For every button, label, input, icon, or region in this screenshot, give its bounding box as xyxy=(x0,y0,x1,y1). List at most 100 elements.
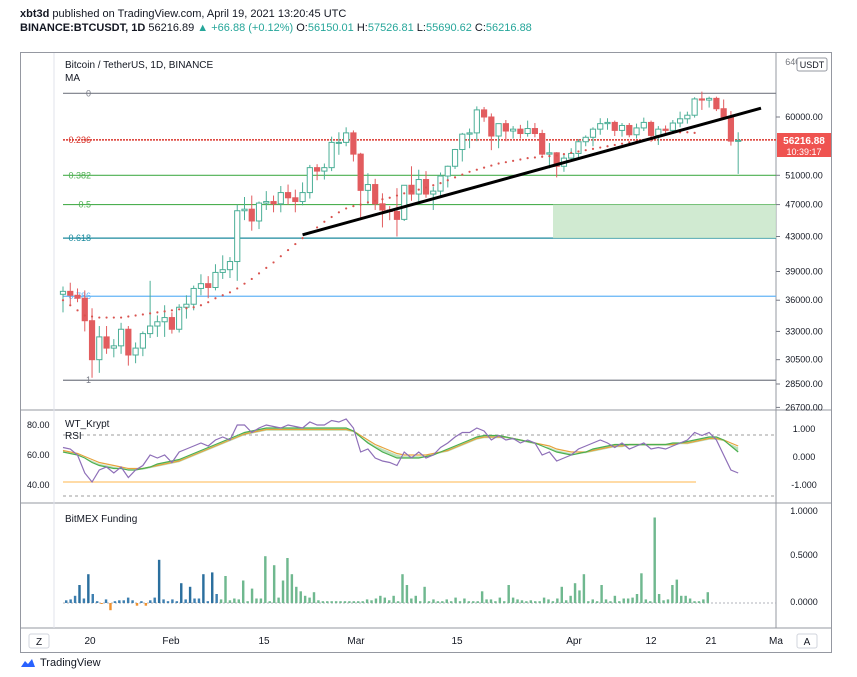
ma-point-11 xyxy=(141,313,144,316)
wt-title[interactable]: WT_Krypt xyxy=(65,419,110,430)
funding-bar-30 xyxy=(197,598,201,603)
funding-bar-117 xyxy=(582,574,586,603)
funding-bar-139 xyxy=(680,595,683,603)
price-tick-label-3: 43000.00 xyxy=(785,231,823,241)
funding-bar-4 xyxy=(82,598,86,603)
wt-right-tick-0: 1.000 xyxy=(793,424,816,434)
candle-body-11 xyxy=(139,333,146,349)
time-axis[interactable]: 20 Feb 15 Mar 15 Apr 12 21 Ma xyxy=(84,636,783,647)
candle-body-13 xyxy=(154,321,161,327)
ma-point-54 xyxy=(453,176,457,179)
funding-bar-128 xyxy=(631,597,634,603)
price-tag xyxy=(777,133,831,157)
candle-body-60 xyxy=(495,123,502,137)
funding-bar-135 xyxy=(662,600,665,603)
funding-bar-94 xyxy=(480,591,484,603)
ma-point-58 xyxy=(482,166,486,169)
funding-tick-2: 0.0000 xyxy=(790,597,818,607)
candle-body-1 xyxy=(67,290,74,296)
funding-bar-80 xyxy=(418,601,422,603)
candle-body-70 xyxy=(568,152,575,159)
ma-indicator-label[interactable]: MA xyxy=(65,73,80,84)
candle-body-93 xyxy=(735,139,742,142)
bitmex-funding-pane[interactable]: 1.0000 0.5000 0.0000 xyxy=(63,506,818,611)
candle-body-46 xyxy=(393,211,401,220)
candle-body-20 xyxy=(205,283,212,288)
candle-body-47 xyxy=(401,184,408,220)
funding-bar-54 xyxy=(303,595,307,603)
ma-point-29 xyxy=(272,261,275,264)
candle-body-92 xyxy=(727,116,735,142)
funding-bar-87 xyxy=(449,601,453,603)
funding-bar-63 xyxy=(343,601,347,603)
candle-body-71 xyxy=(575,141,582,154)
zoom-button[interactable] xyxy=(28,633,50,649)
candle-body-72 xyxy=(582,136,589,143)
support-zone[interactable] xyxy=(553,204,776,239)
price-tick-label-0: 60000.00 xyxy=(785,112,823,122)
funding-bar-25 xyxy=(175,601,179,603)
funding-bar-77 xyxy=(405,585,409,603)
ma-point-6 xyxy=(105,316,108,319)
funding-bar-46 xyxy=(268,601,271,603)
funding-bar-32 xyxy=(206,601,210,603)
ma-point-45 xyxy=(388,196,391,199)
price-axis[interactable]: 60000.00 51000.00 47000.00 43000.00 39000.00… xyxy=(776,57,823,412)
ma-point-77 xyxy=(620,142,624,145)
funding-bar-49 xyxy=(281,580,285,603)
funding-title[interactable]: BitMEX Funding xyxy=(65,514,137,525)
funding-bar-60 xyxy=(330,601,333,603)
funding-bar-21 xyxy=(157,559,161,603)
auto-scale-button[interactable] xyxy=(796,633,818,649)
funding-bar-62 xyxy=(339,601,342,603)
ma-point-74 xyxy=(599,146,602,149)
funding-bar-119 xyxy=(591,599,594,603)
ma-point-30 xyxy=(279,255,282,258)
candle-body-80 xyxy=(640,121,647,129)
ma-point-72 xyxy=(584,149,587,152)
funding-bar-122 xyxy=(604,599,608,603)
ma-point-24 xyxy=(236,287,239,290)
funding-bar-52 xyxy=(295,586,298,603)
wt-left-tick-2: 40.00 xyxy=(27,480,50,490)
ma-point-33 xyxy=(301,237,304,240)
funding-bar-104 xyxy=(525,601,528,603)
trend-line[interactable] xyxy=(302,106,762,237)
tradingview-footer[interactable]: TradingView xyxy=(20,657,101,669)
funding-bar-14 xyxy=(126,597,130,603)
ma-point-3 xyxy=(83,314,86,317)
candle-body-39 xyxy=(343,132,350,143)
ma-point-50 xyxy=(424,186,428,189)
countdown: 10:39:17 xyxy=(786,147,821,157)
rsi-label[interactable]: RSI xyxy=(65,431,82,442)
ma-point-16 xyxy=(178,308,181,311)
funding-bar-15 xyxy=(131,600,134,603)
funding-bar-83 xyxy=(432,599,435,603)
candle-body-34 xyxy=(306,167,313,194)
funding-bar-23 xyxy=(166,601,170,603)
ma-point-52 xyxy=(439,182,442,185)
ma-point-4 xyxy=(90,315,94,318)
wt-right-tick-2: -1.000 xyxy=(791,480,817,490)
funding-bar-48 xyxy=(277,597,280,603)
candle-body-15 xyxy=(168,317,176,330)
candle-body-28 xyxy=(263,201,270,204)
funding-bar-7 xyxy=(95,601,99,603)
ma-point-19 xyxy=(199,304,203,307)
funding-bar-43 xyxy=(255,598,258,603)
funding-bar-116 xyxy=(578,590,581,603)
funding-bar-145 xyxy=(706,592,710,603)
fib-label-0: 0 xyxy=(86,88,91,98)
ma-point-71 xyxy=(577,150,580,153)
candle-body-10 xyxy=(132,347,139,356)
currency-box[interactable] xyxy=(796,57,828,72)
funding-bar-36 xyxy=(224,576,227,603)
ma-point-75 xyxy=(606,145,609,148)
funding-bar-19 xyxy=(149,600,152,603)
wt-krypt-pane[interactable]: 80.00 60.00 40.00 1.000 0.000 -1.000 xyxy=(27,418,817,497)
close-value: 56216.88 xyxy=(485,22,532,34)
author-name[interactable]: xbt3d xyxy=(20,8,50,20)
candle-body-35 xyxy=(314,167,321,172)
candle-body-30 xyxy=(277,192,284,205)
